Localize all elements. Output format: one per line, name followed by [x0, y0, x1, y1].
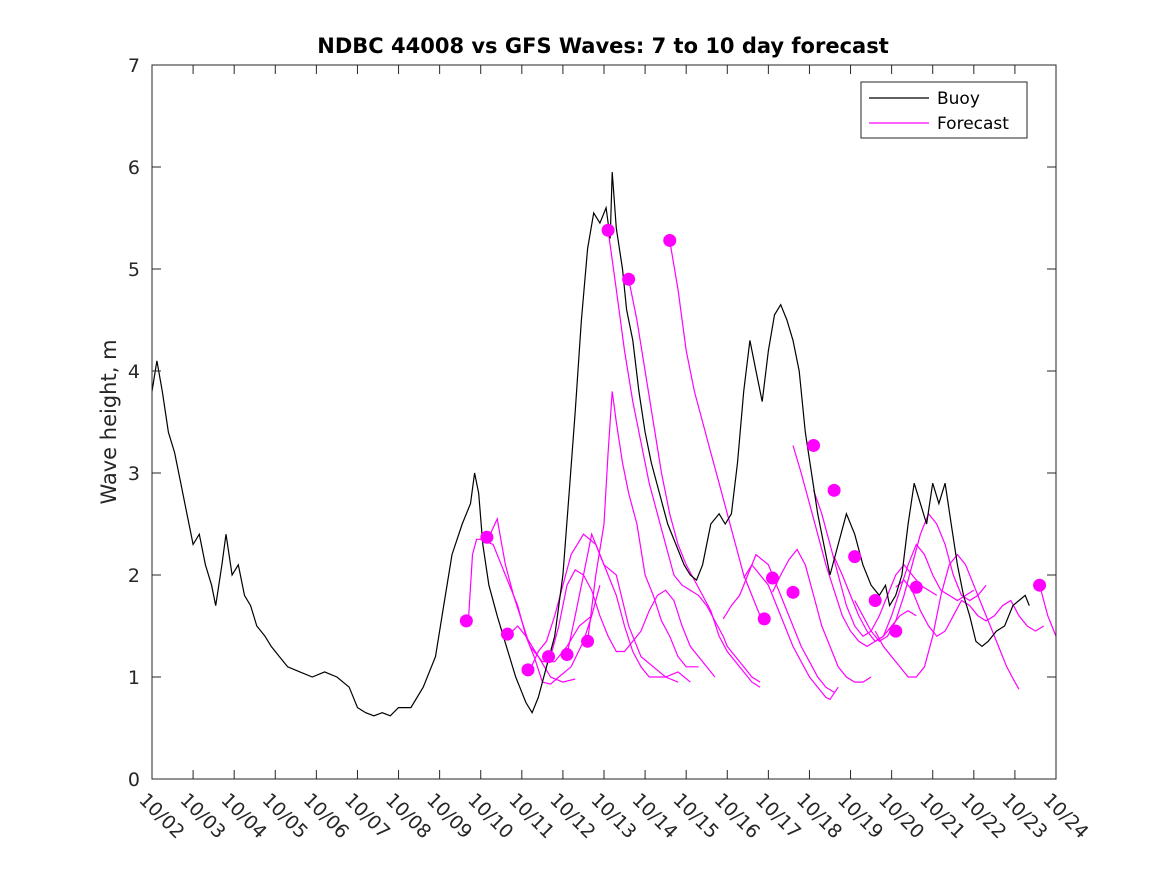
- forecast-line-13: [771, 548, 872, 683]
- forecast-marker-7: [581, 634, 595, 648]
- forecast-marker-3: [500, 627, 514, 641]
- forecast-line-20: [1039, 585, 1056, 637]
- forecast-line-18: [874, 553, 1020, 690]
- forecast-marker-20: [1033, 578, 1047, 592]
- y-tick-label-3: 3: [128, 463, 140, 485]
- y-tick-label-7: 7: [128, 55, 140, 77]
- forecast-line-9: [628, 279, 761, 688]
- legend: Buoy Forecast: [860, 81, 1028, 139]
- buoy-line: [152, 172, 1030, 717]
- forecast-line-5: [550, 569, 716, 678]
- forecast-line-8: [607, 230, 761, 683]
- forecast-line-12: [743, 563, 839, 701]
- plot-area: [152, 172, 1056, 717]
- forecast-line-19: [895, 579, 1045, 637]
- forecast-marker-19: [909, 580, 923, 594]
- y-tick-label-4: 4: [128, 361, 140, 383]
- forecast-marker-15: [827, 483, 841, 497]
- forecast-marker-11: [757, 612, 771, 626]
- chart-title: NDBC 44008 vs GFS Waves: 7 to 10 day for…: [317, 34, 888, 58]
- y-tick-label-1: 1: [128, 667, 140, 689]
- forecast-marker-4: [521, 663, 535, 677]
- forecast-marker-2: [480, 530, 494, 544]
- forecast-marker-6: [560, 648, 574, 662]
- forecast-marker-10: [663, 233, 677, 247]
- forecast-line-6: [566, 532, 691, 683]
- forecast-line-11: [722, 553, 835, 693]
- forecast-line-16: [833, 543, 975, 643]
- y-axis-label: Wave height, m: [97, 339, 121, 504]
- forecast-marker-12: [765, 571, 779, 585]
- forecast-marker-16: [848, 550, 862, 564]
- forecast-line-7: [587, 391, 699, 668]
- legend-box: [860, 81, 1028, 139]
- y-tick-label-2: 2: [128, 565, 140, 587]
- legend-label-forecast: Forecast: [937, 114, 1009, 134]
- forecast-line-1: [467, 538, 576, 683]
- forecast-marker-17: [868, 594, 882, 607]
- forecast-marker-18: [889, 624, 903, 638]
- y-tick-label-5: 5: [128, 259, 140, 281]
- y-tick-label-0: 0: [128, 769, 140, 791]
- forecast-marker-14: [807, 438, 821, 452]
- y-tick-label-6: 6: [128, 157, 140, 179]
- forecast-marker-9: [622, 272, 636, 286]
- forecast-line-10: [669, 240, 761, 617]
- forecast-marker-8: [601, 223, 615, 237]
- forecast-marker-13: [786, 585, 800, 599]
- forecast-line-3: [509, 585, 601, 685]
- legend-label-buoy: Buoy: [937, 89, 980, 109]
- forecast-marker-1: [459, 614, 473, 628]
- forecast-marker-5: [542, 650, 556, 664]
